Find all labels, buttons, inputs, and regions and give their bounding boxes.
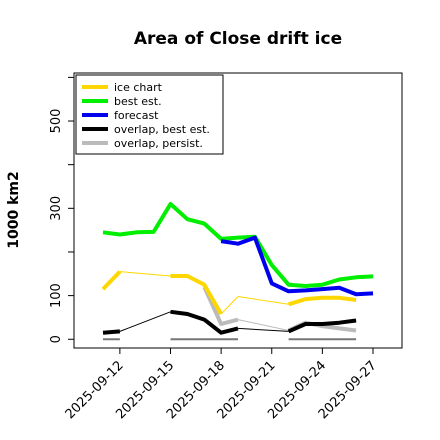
series-forecast [220,235,374,297]
series-ice-chart [101,270,357,315]
legend-label: overlap, persist. [114,137,203,150]
series-line-segment [237,327,289,332]
chart-title: Area of Close drift ice [134,29,342,49]
series-line-segment [202,286,239,326]
series-line-segment [119,311,171,332]
series-line-segment [170,274,223,315]
legend-label: ice chart [114,81,163,94]
series-line-segment [288,295,357,307]
legend-label: forecast [114,109,159,122]
series-line-segment [101,270,122,291]
series-line-segment [237,296,289,305]
series-line-segment [287,318,357,334]
series-line-segment [220,296,239,315]
legend-label: best est. [114,95,162,108]
legend-label: overlap, best est. [114,123,210,136]
series-line-segment [170,309,239,335]
y-tick-label: 300 [49,196,64,221]
y-axis-label: 1000 km2 [6,171,22,248]
series-overlap-best-est [102,309,357,335]
y-tick-label: 100 [49,283,64,308]
plot-frame [73,72,403,349]
series-line-segment [102,329,121,335]
series-line-segment [237,319,289,331]
series-line-segment [102,202,374,288]
y-tick-label: 500 [49,109,64,134]
y-tick-label: 0 [49,335,64,343]
series-line-segment [119,271,171,277]
series-best-est [102,202,374,288]
series-line-segment [220,235,374,297]
